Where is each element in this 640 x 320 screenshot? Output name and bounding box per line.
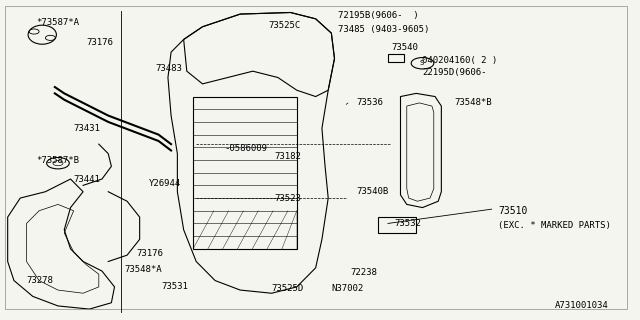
Text: (EXC. * MARKED PARTS): (EXC. * MARKED PARTS) xyxy=(498,220,611,229)
Text: A731001034: A731001034 xyxy=(554,301,608,310)
Text: 73548*B: 73548*B xyxy=(454,99,492,108)
Text: 73278: 73278 xyxy=(26,276,53,285)
Text: 73510: 73510 xyxy=(498,206,527,216)
Text: 040204160( 2 ): 040204160( 2 ) xyxy=(422,56,498,65)
Text: *73587*B: *73587*B xyxy=(36,156,79,164)
Text: 73536: 73536 xyxy=(356,99,383,108)
Text: S: S xyxy=(419,60,423,66)
Text: 72195B(9606-  ): 72195B(9606- ) xyxy=(338,11,419,20)
Text: 73532: 73532 xyxy=(394,219,421,228)
Text: 73485 (9403-9605): 73485 (9403-9605) xyxy=(338,25,429,35)
Text: 73441: 73441 xyxy=(74,174,100,184)
Text: 73483: 73483 xyxy=(156,63,182,73)
Text: 73525D: 73525D xyxy=(271,284,304,293)
Text: 72238: 72238 xyxy=(350,268,377,277)
Text: 73540: 73540 xyxy=(391,43,418,52)
Bar xyxy=(378,217,416,233)
Text: 73431: 73431 xyxy=(74,124,100,133)
Text: 73540B: 73540B xyxy=(356,187,388,196)
Text: 73176: 73176 xyxy=(86,38,113,47)
Text: Y26944: Y26944 xyxy=(149,179,181,188)
Text: 73548*A: 73548*A xyxy=(124,265,161,274)
Text: 22195D(9606-: 22195D(9606- xyxy=(422,68,487,77)
Text: 73525C: 73525C xyxy=(269,21,301,30)
Text: 73523: 73523 xyxy=(275,194,301,203)
Text: 73182: 73182 xyxy=(275,152,301,161)
Text: 73531: 73531 xyxy=(162,282,189,292)
Text: *73587*A: *73587*A xyxy=(36,18,79,27)
Bar xyxy=(193,97,297,249)
Text: N37002: N37002 xyxy=(332,284,364,293)
Text: -0586009: -0586009 xyxy=(225,144,268,153)
Bar xyxy=(388,54,404,62)
Text: 73176: 73176 xyxy=(136,249,163,258)
